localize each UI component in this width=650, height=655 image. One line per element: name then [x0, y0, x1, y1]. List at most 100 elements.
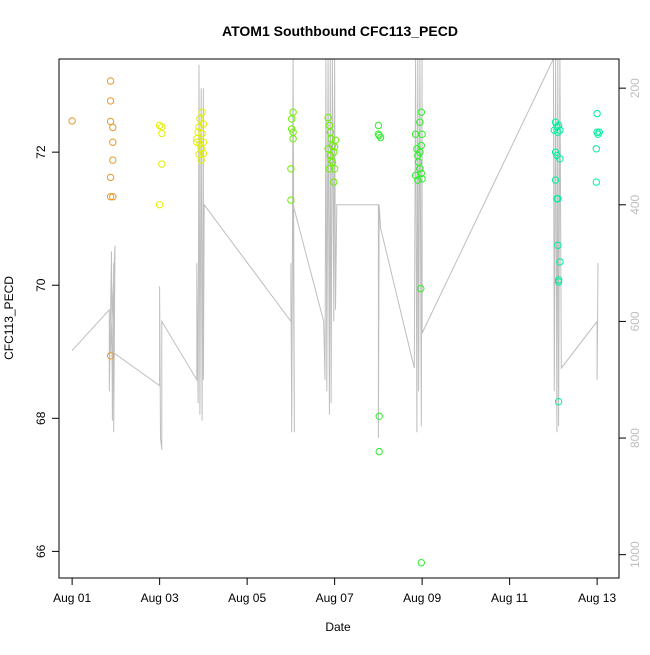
plot-frame	[58, 58, 620, 579]
right-tick-label: 400	[628, 194, 642, 214]
data-point	[193, 138, 201, 146]
data-point	[328, 158, 337, 166]
right-tick-label: 200	[628, 78, 642, 98]
data-point	[411, 171, 420, 180]
data-point	[374, 130, 383, 138]
data-point	[194, 128, 202, 136]
data-point	[330, 178, 338, 186]
data-point	[109, 123, 117, 132]
data-point	[554, 278, 563, 286]
data-point	[106, 117, 115, 126]
data-point	[375, 412, 383, 420]
data-point	[109, 156, 117, 164]
data-point	[106, 352, 115, 360]
data-point	[593, 109, 601, 118]
data-point	[375, 131, 383, 140]
x-tick-label: Aug 09	[403, 591, 441, 605]
data-point	[106, 77, 115, 85]
scatter-points-layer	[68, 77, 603, 567]
data-point	[556, 155, 564, 163]
data-point	[289, 108, 297, 116]
x-tick-label: Aug 11	[491, 591, 528, 605]
data-point	[327, 156, 335, 164]
data-point	[199, 120, 208, 128]
chart-title: ATOM1 Southbound CFC113_PECD	[222, 23, 458, 39]
x-axis-label: Date	[325, 620, 351, 634]
data-point	[287, 165, 295, 173]
data-point	[158, 160, 166, 168]
data-point	[595, 128, 603, 136]
data-point	[417, 141, 425, 150]
right-tick-label: 800	[628, 428, 642, 448]
data-point	[416, 118, 424, 126]
data-point	[106, 97, 115, 105]
data-point	[551, 176, 560, 184]
data-point	[324, 145, 332, 153]
data-point	[325, 165, 334, 173]
series-3	[374, 108, 426, 567]
data-point	[288, 115, 296, 123]
data-point	[199, 149, 208, 158]
data-point	[554, 121, 563, 130]
data-point	[155, 121, 164, 130]
data-point	[331, 136, 340, 144]
data-point	[197, 156, 205, 164]
data-point	[109, 138, 117, 146]
data-point	[374, 121, 383, 130]
data-point	[106, 193, 115, 201]
data-point	[416, 165, 424, 173]
y-axis-label: CFC113_PECD	[2, 276, 16, 360]
series-4	[550, 109, 603, 406]
pressure-trace-layer	[71, 59, 599, 450]
data-point	[414, 158, 423, 166]
data-point	[417, 284, 425, 293]
data-point	[554, 241, 562, 250]
data-point	[592, 145, 600, 153]
data-point	[198, 129, 206, 138]
data-point	[289, 128, 297, 136]
data-point	[68, 117, 76, 125]
x-tick-label: Aug 07	[316, 591, 354, 605]
data-point	[594, 130, 602, 138]
series-1	[155, 108, 208, 209]
data-point	[158, 123, 166, 131]
data-point	[417, 559, 425, 567]
series-0	[68, 77, 117, 360]
data-point	[418, 175, 426, 183]
data-point	[418, 130, 426, 138]
y-tick-label: 68	[34, 411, 48, 425]
data-point	[554, 398, 563, 406]
data-point	[330, 165, 339, 173]
data-point	[414, 176, 422, 184]
data-point	[158, 129, 166, 138]
x-tick-label: Aug 01	[53, 591, 91, 605]
pressure-trace-line	[71, 59, 599, 450]
x-tick-label: Aug 03	[141, 591, 179, 605]
data-point	[109, 193, 117, 201]
right-tick-label: 1000	[628, 541, 642, 568]
x-tick-label: Aug 13	[578, 591, 616, 605]
data-point	[417, 108, 425, 116]
series-2	[287, 108, 340, 204]
data-point	[196, 115, 204, 123]
data-point	[155, 201, 164, 209]
data-point	[106, 173, 115, 182]
data-point	[592, 178, 600, 186]
y-tick-label: 72	[34, 145, 48, 159]
data-point	[325, 121, 334, 130]
data-point	[324, 113, 332, 122]
right-tick-label: 600	[628, 311, 642, 331]
data-point	[556, 126, 564, 134]
data-point	[554, 276, 563, 284]
data-point	[556, 258, 564, 266]
data-point	[416, 148, 424, 156]
y-tick-label: 70	[34, 278, 48, 292]
data-point	[327, 135, 335, 143]
axes-layer: Aug 01 Aug 03 Aug 05 Aug 07 Aug 09 Aug 11 Aug …	[34, 58, 642, 605]
data-point	[326, 151, 334, 160]
data-point	[554, 195, 562, 203]
data-point	[288, 125, 296, 133]
data-point	[198, 108, 206, 116]
y-tick-label: 66	[34, 544, 48, 558]
